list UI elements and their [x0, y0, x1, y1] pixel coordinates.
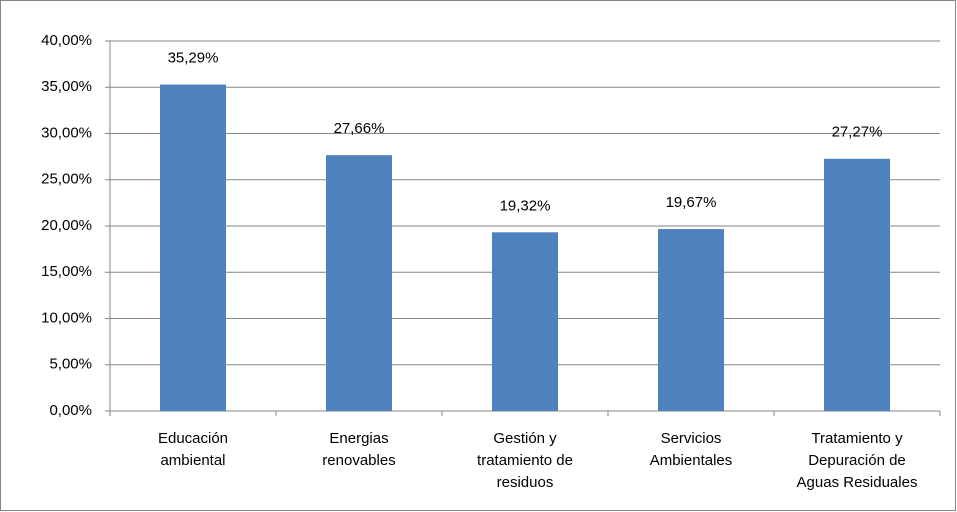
- y-tick-label: 25,00%: [41, 171, 92, 188]
- data-label: 27,66%: [334, 120, 385, 137]
- y-tick-label: 40,00%: [41, 32, 92, 49]
- bar: [824, 158, 890, 411]
- bar: [492, 232, 558, 411]
- data-label: 19,67%: [666, 194, 717, 211]
- x-tick-label: Gestión y tratamiento de residuos: [477, 430, 573, 491]
- bar: [326, 155, 392, 411]
- y-tick-label: 0,00%: [49, 402, 92, 419]
- data-label: 27,27%: [832, 124, 883, 141]
- data-label: 19,32%: [500, 197, 551, 214]
- y-tick-label: 20,00%: [41, 217, 92, 234]
- x-tick-label: Tratamiento y Depuración de Aguas Residu…: [796, 430, 918, 491]
- y-tick-label: 5,00%: [49, 356, 92, 373]
- data-label: 35,29%: [168, 50, 219, 67]
- y-tick-label: 35,00%: [41, 78, 92, 95]
- x-tick-label: Energias renovables: [322, 430, 396, 469]
- bar: [658, 229, 724, 411]
- y-tick-label: 15,00%: [41, 263, 92, 280]
- y-tick-label: 10,00%: [41, 309, 92, 326]
- x-tick-label: Educación ambiental: [157, 430, 229, 469]
- y-tick-label: 30,00%: [41, 124, 92, 141]
- bar: [160, 84, 226, 411]
- x-tick-label: Servicios Ambientales: [649, 430, 733, 469]
